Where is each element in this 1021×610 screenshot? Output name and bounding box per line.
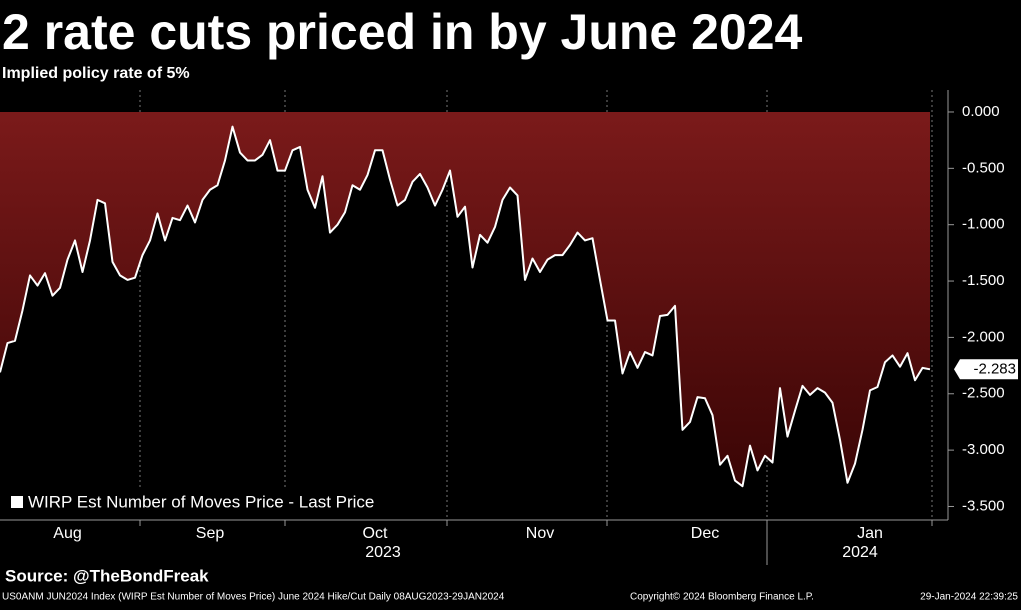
plot (0, 111, 931, 488)
chart-subtitle: Implied policy rate of 5% (2, 65, 190, 82)
y-tick-label: -1.500 (962, 272, 1005, 289)
source: Source: @TheBondFreak (5, 566, 209, 585)
y-tick-label: -3.000 (962, 441, 1005, 458)
line (0, 125, 931, 488)
y-tick-label: -0.500 (962, 159, 1005, 176)
last-value-label: -2.283 (973, 360, 1016, 377)
x-tick-label: Dec (691, 525, 719, 542)
y-tick-label: -3.500 (962, 497, 1005, 514)
y-tick-label: 0.000 (962, 103, 1000, 120)
last-value-box (954, 359, 1018, 380)
area (0, 111, 930, 487)
legend-box (0, 487, 406, 518)
y-tick-label: -2.500 (962, 385, 1005, 402)
footer-copyright: Copyright© 2024 Bloomberg Finance L.P. (630, 592, 814, 603)
x-tick-label: Nov (526, 525, 554, 542)
legend-swatch (11, 496, 23, 508)
x-tick-label: Aug (53, 525, 81, 542)
x-tick-label: Oct (363, 525, 388, 542)
year-label: 2023 (365, 544, 401, 561)
x-ticks (139, 520, 933, 565)
footer-description: US0ANM JUN2024 Index (WIRP Est Number of… (2, 592, 505, 603)
x-tick-label: Sep (196, 525, 225, 542)
chart-title: 2 rate cuts priced in by June 2024 (2, 4, 803, 60)
year-label: 2024 (842, 544, 878, 561)
footer-timestamp: 29-Jan-2024 22:39:25 (920, 592, 1018, 603)
y-tick-label: -1.000 (962, 216, 1005, 233)
y-tick-label: -2.000 (962, 328, 1005, 345)
legend-label: WIRP Est Number of Moves Price - Last Pr… (28, 492, 374, 511)
x-tick-label: Jan (857, 525, 883, 542)
